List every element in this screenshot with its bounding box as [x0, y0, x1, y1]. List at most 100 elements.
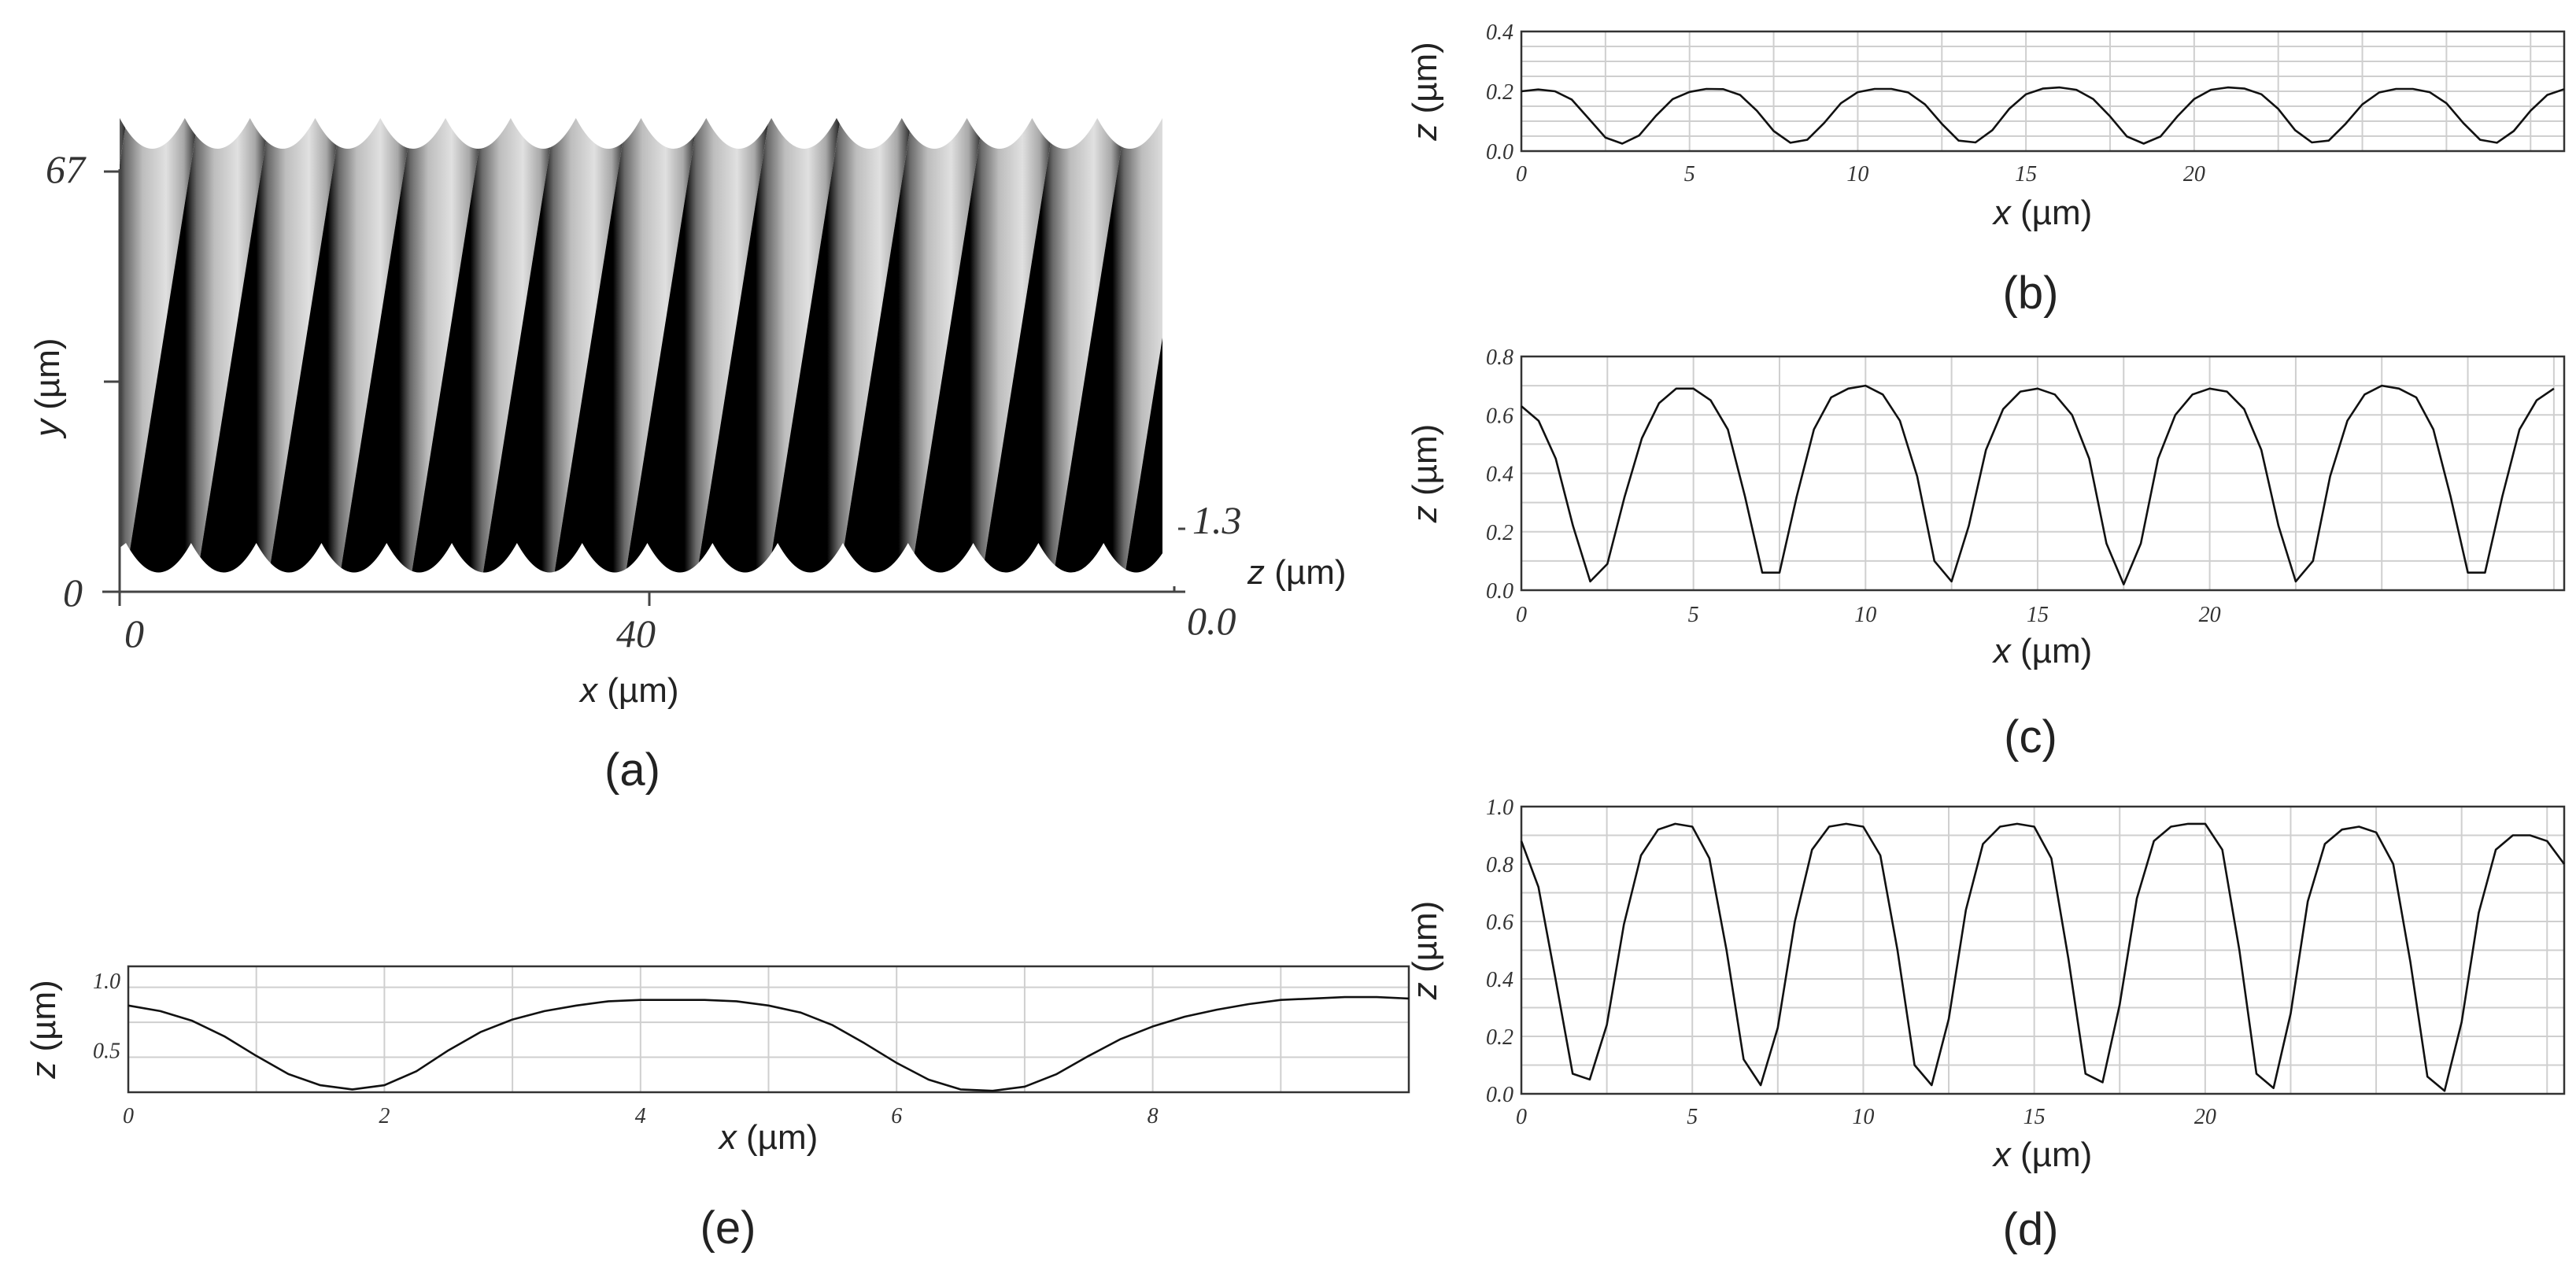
d-x-tick-label-0: 0 [1516, 1105, 1527, 1129]
a-x-tick-label-0: 0 [124, 611, 144, 656]
stripe--1 [120, 118, 198, 590]
stripe-9 [765, 118, 912, 590]
a-x-axis-unit: (µm) [597, 671, 679, 710]
b-x-tick-label-0: 0 [1516, 162, 1527, 186]
a-y-axis-title: y (µm) [28, 338, 67, 439]
c-y-tick-label-0.0: 0.0 [1486, 579, 1513, 604]
stripe-5 [480, 118, 626, 590]
c-x-tick-label-15: 15 [2027, 603, 2049, 627]
e-x-tick-label-4: 4 [635, 1104, 646, 1128]
b-y-tick-label-0.2: 0.2 [1486, 80, 1513, 105]
b-x-tick-label-5: 5 [1684, 162, 1695, 186]
a-z-tick-label-top: 1.3 [1192, 498, 1242, 542]
e-y-tick-label-1.0: 1.0 [93, 969, 120, 994]
height-map-bottom-edge [116, 543, 1234, 594]
d-x-tick-label-5: 5 [1687, 1105, 1698, 1129]
a-x-axis-title: x (µm) [578, 671, 679, 710]
panel-b: 0 5 10 15 200.00.20.4x (µm)z (µm)(b) [1406, 20, 2566, 319]
stripe-14 [1122, 338, 1162, 590]
e-x-tick-label-2: 2 [379, 1104, 390, 1128]
e-caption: (e) [700, 1202, 756, 1254]
d-x-tick-label-15: 15 [2023, 1105, 2046, 1129]
c-y-tick-label-0.2: 0.2 [1486, 521, 1513, 545]
b-x-tick-label-10: 10 [1846, 162, 1868, 186]
a-right-mask [1162, 114, 1178, 586]
c-y-tick-label-0.8: 0.8 [1486, 345, 1513, 370]
b-y-tick-label-0.0: 0.0 [1486, 140, 1513, 164]
a-y-axis-var: y [28, 417, 67, 439]
e-y-tick-label-0.5: 0.5 [93, 1040, 120, 1064]
e-y-axis-var: z [24, 1062, 63, 1080]
stripe-8 [694, 118, 841, 590]
d-y-axis-var: z [1406, 982, 1444, 1000]
c-x-tick-label-20: 20 [2199, 603, 2221, 627]
c-x-axis-title: x (µm) [1992, 632, 2093, 670]
e-plot-frame [127, 965, 1410, 1094]
e-y-axis-unit: (µm) [24, 980, 63, 1062]
height-map-top-edge [54, 114, 1166, 149]
d-x-axis-unit: (µm) [2011, 1136, 2093, 1174]
c-y-axis-var: z [1406, 505, 1444, 523]
stripe-7 [623, 118, 770, 590]
b-x-axis-title: x (µm) [1992, 194, 2093, 232]
e-x-tick-label-6: 6 [891, 1104, 902, 1128]
d-x-tick-label-20: 20 [2194, 1105, 2216, 1129]
d-x-axis-title: x (µm) [1992, 1136, 2093, 1174]
d-y-tick-label-0.0: 0.0 [1486, 1083, 1513, 1107]
b-x-tick-label-20: 20 [2183, 162, 2205, 186]
d-y-tick-label-0.6: 0.6 [1486, 910, 1513, 935]
panel-c: 0 5 10 15 200.00.20.40.60.8x (µm)z (µm)(c) [1406, 345, 2566, 763]
b-profile-line [1521, 86, 2565, 145]
c-x-tick-label-0: 0 [1516, 603, 1527, 627]
e-profile-line [128, 995, 1410, 1092]
stripe-4 [408, 118, 556, 590]
b-x-axis-unit: (µm) [2011, 194, 2093, 232]
e-x-axis-unit: (µm) [737, 1118, 819, 1157]
d-profile-line [1520, 822, 2566, 1092]
d-x-axis-var: x [1992, 1136, 2012, 1174]
c-x-axis-var: x [1992, 632, 2012, 670]
d-x-tick-label-10: 10 [1852, 1105, 1874, 1129]
a-z-axis-title: z (µm) [1247, 553, 1347, 592]
a-x-tick-label-40: 40 [616, 611, 656, 656]
stripe-2 [266, 118, 412, 590]
a-x-axis-var: x [578, 671, 599, 710]
stripe-16 [1266, 118, 1412, 590]
stripe-1 [194, 118, 342, 590]
c-profile-line [1521, 384, 2555, 585]
e-x-tick-label-0: 0 [123, 1104, 134, 1128]
d-caption: (d) [2003, 1204, 2059, 1255]
stripe-12 [979, 118, 1126, 590]
e-y-axis-title: z (µm) [24, 980, 63, 1080]
stripe-10 [837, 118, 984, 590]
c-x-tick-label-10: 10 [1854, 603, 1876, 627]
b-x-tick-label-15: 15 [2015, 162, 2037, 186]
c-x-axis-unit: (µm) [2011, 632, 2093, 670]
stripe-6 [551, 118, 698, 590]
b-y-tick-label-0.4: 0.4 [1486, 20, 1513, 45]
panel-a: 67 0 0 40 1.3 0.0 x (µm) y (µm) z (µm) (… [28, 114, 1412, 796]
stripe-0 [124, 118, 270, 590]
a-z-axis-var: z [1247, 553, 1265, 592]
a-y-tick-label-0: 0 [63, 571, 83, 615]
d-y-tick-label-1.0: 1.0 [1486, 796, 1513, 820]
c-y-tick-label-0.6: 0.6 [1486, 404, 1513, 428]
c-x-tick-label-5: 5 [1688, 603, 1699, 627]
c-y-axis-unit: (µm) [1406, 424, 1444, 506]
height-map [120, 118, 1412, 590]
stripe-3 [337, 118, 484, 590]
a-y-tick-label-67: 67 [46, 147, 87, 191]
c-plot-frame [1520, 355, 2566, 592]
b-x-axis-var: x [1992, 194, 2012, 232]
b-y-axis-var: z [1406, 124, 1444, 142]
a-z-tick-label-bottom: 0.0 [1187, 599, 1236, 643]
stripe-11 [908, 118, 1055, 590]
a-caption: (a) [604, 744, 660, 796]
d-y-axis-title: z (µm) [1406, 901, 1444, 1001]
d-y-tick-label-0.8: 0.8 [1486, 853, 1513, 877]
b-y-axis-unit: (µm) [1406, 42, 1444, 124]
stripe-13 [1051, 118, 1162, 590]
a-z-axis-unit: (µm) [1265, 553, 1347, 592]
c-y-tick-label-0.4: 0.4 [1486, 463, 1513, 487]
